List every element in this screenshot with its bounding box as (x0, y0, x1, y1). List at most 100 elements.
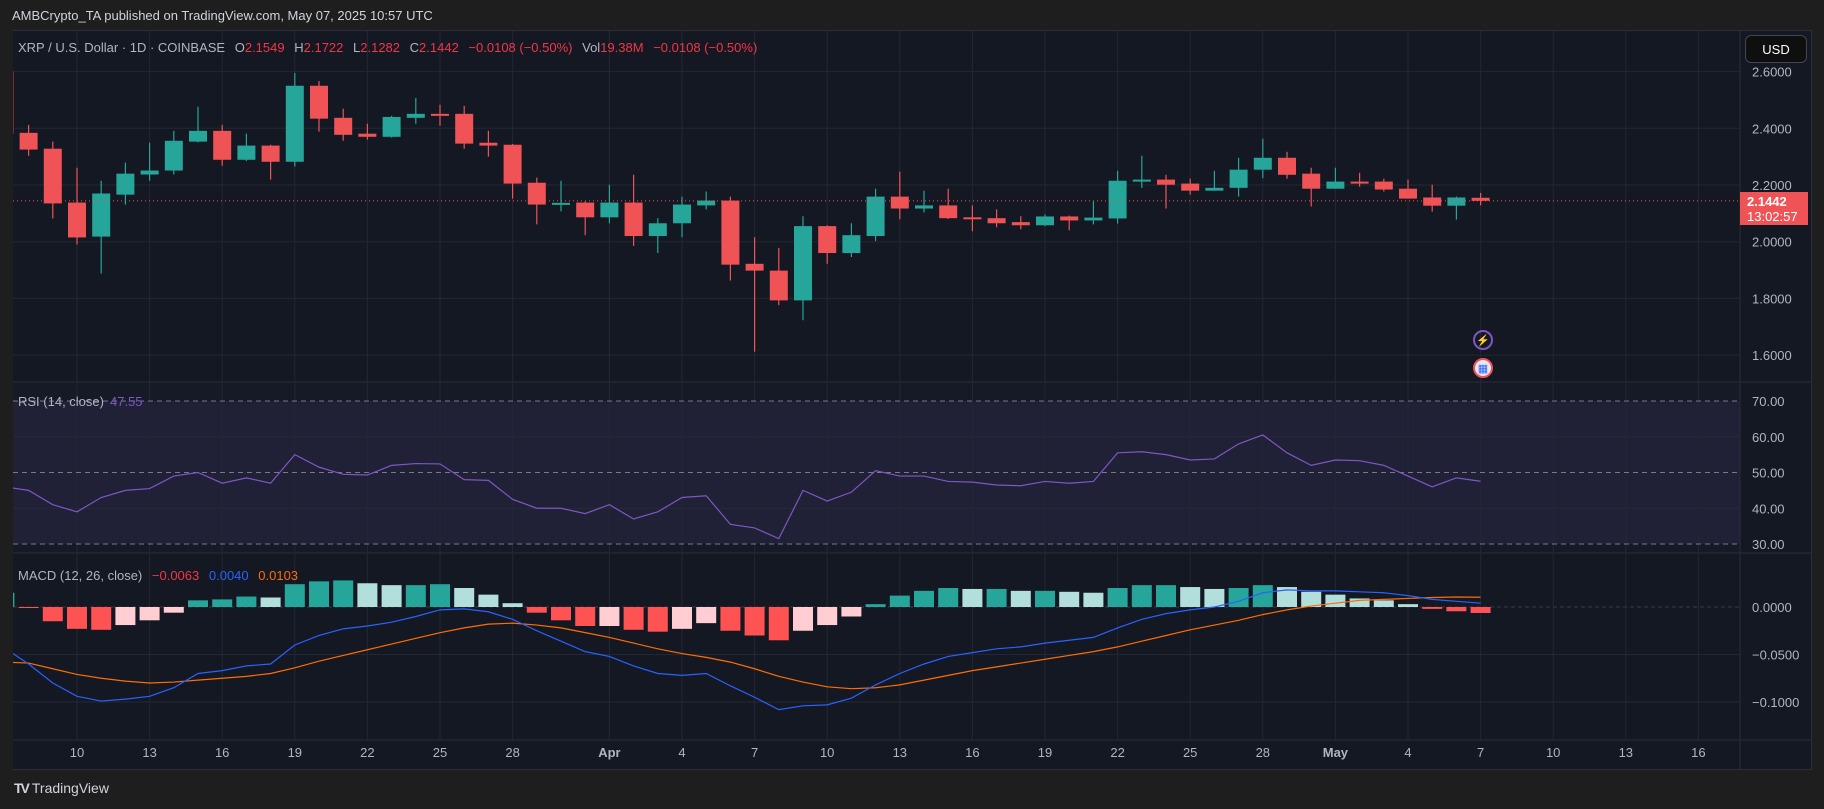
candle (406, 97, 425, 124)
candle-body (1326, 181, 1345, 189)
candle-body (915, 205, 933, 209)
macd-histogram-bar (962, 588, 983, 607)
candle (1181, 178, 1200, 195)
candle (673, 196, 691, 238)
time-axis-label: 4 (1404, 745, 1411, 760)
macd-histogram-bar (720, 607, 741, 631)
macd-histogram-bar (817, 607, 838, 626)
volume-change: −0.0108 (−0.50%) (653, 40, 758, 55)
macd-histogram-bar (647, 607, 668, 632)
macd-histogram-bar (309, 581, 329, 607)
rsi-band-fill (13, 401, 1740, 544)
candle-body (431, 113, 449, 116)
currency-button[interactable]: USD (1745, 35, 1807, 63)
candle (1302, 167, 1321, 207)
candle (1157, 174, 1175, 209)
candle (1011, 216, 1030, 230)
candle (455, 105, 474, 149)
candle-body (963, 217, 982, 220)
candle-body (334, 117, 353, 135)
footer-brand[interactable]: TV TradingView (14, 780, 109, 796)
price-axis-label: 2.0000 (1752, 235, 1792, 250)
time-axis-label: 25 (433, 745, 447, 760)
macd-histogram-bar (986, 588, 1007, 607)
candle (1471, 192, 1490, 206)
macd-histogram-bar (672, 607, 692, 629)
macd-histogram-bar (1204, 588, 1225, 607)
macd-histogram-bar (1349, 598, 1370, 607)
macd-histogram-bar (1059, 591, 1080, 607)
rsi-title[interactable]: RSI (14, close) (18, 394, 104, 409)
time-axis-label: 16 (965, 745, 979, 760)
candle-body (43, 148, 62, 204)
candle-body (576, 202, 595, 218)
candle-body (769, 270, 788, 301)
macd-legend: MACD (12, 26, close) −0.0063 0.0040 0.01… (18, 568, 304, 583)
last-price: 2.1442 (1747, 194, 1787, 209)
macd-histogram-bar (91, 607, 112, 630)
candle (1108, 170, 1127, 224)
candle (237, 133, 256, 161)
candles (3, 71, 1490, 352)
candle-body (1060, 216, 1079, 221)
macd-histogram-bar (1252, 585, 1273, 607)
rsi-legend: RSI (14, close) 47.55 (18, 394, 149, 409)
candle-body (1253, 157, 1272, 170)
candle (1132, 155, 1151, 188)
macd-histogram-bar (1446, 607, 1467, 612)
time-axis-label: 16 (215, 745, 229, 760)
candle (939, 188, 958, 220)
candle-body (745, 263, 764, 271)
candle (576, 201, 595, 236)
candle (1253, 138, 1272, 179)
time-axis-label: 16 (1691, 745, 1705, 760)
price-axis-label: 2.4000 (1752, 121, 1792, 136)
candle (140, 142, 159, 181)
candle-body (189, 130, 207, 142)
lightning-event-icon[interactable]: ⚡ (1473, 330, 1493, 350)
candle (1350, 172, 1369, 187)
candle-body (673, 204, 691, 224)
candle-body (866, 196, 885, 237)
candle (624, 174, 643, 246)
candle-body (527, 182, 546, 205)
candle-body (237, 145, 256, 160)
candle (527, 177, 546, 225)
tradingview-logo-icon: TV (14, 780, 30, 796)
candle-body (1423, 197, 1442, 206)
candle-body (261, 145, 280, 162)
macd-histogram-bar (236, 596, 257, 607)
macd-histogram-bar (768, 607, 789, 641)
macd-histogram-bar (526, 607, 547, 613)
price-axis-label: 1.8000 (1752, 291, 1792, 306)
macd-histogram-bar (575, 607, 596, 626)
candle (818, 225, 837, 264)
symbol-title[interactable]: XRP / U.S. Dollar · 1D · COINBASE (18, 40, 226, 55)
macd-histogram-bar (502, 603, 523, 607)
macd-histogram-bar (1035, 590, 1055, 607)
macd-histogram-bar (1277, 587, 1297, 607)
candle-body (19, 132, 38, 150)
candle (1084, 201, 1103, 225)
rsi-pane-bg (13, 383, 1740, 553)
candle (1447, 196, 1466, 220)
macd-histogram-bar (938, 588, 959, 607)
volume-value: 19.38M (600, 40, 644, 55)
rsi-value: 47.55 (109, 394, 143, 409)
time-axis-label: 4 (678, 745, 685, 760)
candle-body (987, 218, 1006, 224)
macd-axis-label: −0.1000 (1752, 695, 1799, 710)
macd-title[interactable]: MACD (12, 26, close) (18, 568, 143, 583)
time-axis-label: 7 (1477, 745, 1484, 760)
candle-body (1084, 217, 1103, 221)
rsi-axis-label: 60.00 (1752, 430, 1785, 445)
candle (1278, 151, 1296, 179)
price-axis-label: 1.6000 (1752, 348, 1792, 363)
candle-body (503, 144, 522, 184)
us-flag-event-icon[interactable]: ▦ (1473, 358, 1493, 378)
candle-body (721, 200, 740, 265)
macd-histogram-bar (1470, 607, 1491, 613)
close-value: 2.1442 (419, 40, 459, 55)
candle-body (382, 116, 401, 137)
